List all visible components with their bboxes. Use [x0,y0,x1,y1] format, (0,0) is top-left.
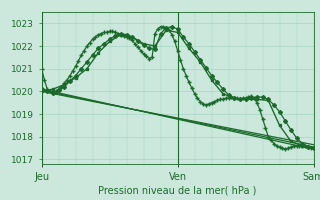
X-axis label: Pression niveau de la mer( hPa ): Pression niveau de la mer( hPa ) [99,186,257,196]
